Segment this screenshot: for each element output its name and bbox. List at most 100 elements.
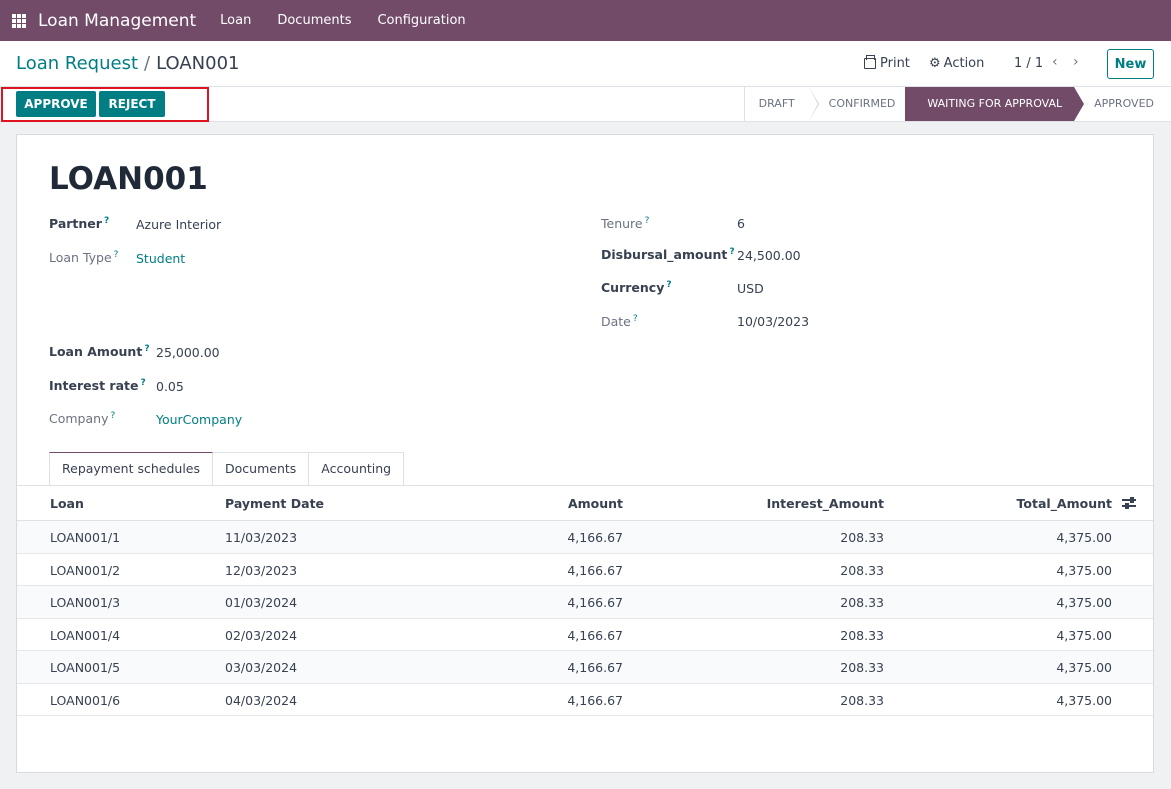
cell-total-amount: 4,375.00 (1056, 692, 1112, 708)
cell-amount: 4,166.67 (567, 692, 623, 708)
breadcrumb-parent[interactable]: Loan Request (16, 53, 139, 74)
currency-value[interactable]: USD (737, 281, 764, 296)
loan-amount-value[interactable]: 25,000.00 (156, 345, 220, 360)
stage-approved[interactable]: APPROVED (1094, 97, 1154, 110)
cell-interest-amount: 208.33 (840, 692, 884, 708)
company-label: Company? (49, 411, 116, 426)
cell-loan: LOAN001/5 (50, 660, 121, 675)
nav-item-loan[interactable]: Loan (220, 13, 252, 28)
cell-interest-amount: 208.33 (840, 530, 884, 545)
breadcrumb: Loan Request / LOAN001 (16, 53, 239, 74)
cell-total-amount: 4,375.00 (1056, 660, 1112, 675)
approve-button[interactable]: APPROVE (16, 91, 96, 117)
repayment-table: Loan Payment Date Amount Interest_Amount… (17, 486, 1153, 716)
cell-total-amount: 4,375.00 (1056, 530, 1112, 545)
cell-amount: 4,166.67 (567, 562, 623, 578)
cell-payment-date: 12/03/2023 (225, 562, 298, 578)
new-button[interactable]: New (1107, 49, 1154, 79)
cell-payment-date: 01/03/2024 (225, 595, 298, 610)
cell-amount: 4,166.67 (567, 627, 623, 643)
breadcrumb-separator: / (144, 53, 151, 74)
highlight-box (1, 87, 209, 122)
table-row[interactable]: LOAN001/3 01/03/2024 4,166.67 208.33 4,375.0… (17, 586, 1153, 619)
interest-rate-label: Interest rate? (49, 378, 146, 393)
help-icon[interactable]: ? (103, 216, 110, 226)
help-icon[interactable]: ? (644, 216, 650, 226)
printer-icon (864, 55, 876, 69)
cell-interest-amount: 208.33 (840, 660, 884, 675)
table-row[interactable]: LOAN001/2 12/03/2023 4,166.67 208.33 4,375.0… (17, 554, 1153, 586)
cell-payment-date: 02/03/2024 (225, 627, 298, 643)
chevron-left-icon[interactable]: ‹ (1052, 54, 1058, 70)
cell-loan: LOAN001/4 (50, 627, 121, 643)
print-label: Print (880, 56, 910, 71)
apps-grid-icon[interactable] (12, 13, 26, 28)
date-value[interactable]: 10/03/2023 (737, 314, 810, 329)
cell-payment-date: 11/03/2023 (225, 530, 298, 545)
pager-value[interactable]: 1 / 1 (1014, 56, 1044, 71)
chevron-right-icon[interactable]: › (1073, 54, 1079, 70)
table-row[interactable]: LOAN001/4 02/03/2024 4,166.67 208.33 4,375.0… (17, 619, 1153, 651)
cell-interest-amount: 208.33 (840, 627, 884, 643)
help-icon[interactable]: ? (110, 411, 116, 421)
partner-label: Partner? (49, 216, 110, 231)
stage-waiting-for-approval[interactable]: WAITING FOR APPROVAL (905, 87, 1084, 121)
cell-interest-amount: 208.33 (840, 595, 884, 610)
cell-loan: LOAN001/6 (50, 692, 121, 708)
stage-confirmed[interactable]: CONFIRMED (828, 97, 896, 110)
loan-type-label: Loan Type? (49, 250, 119, 265)
print-button[interactable]: Print (864, 55, 910, 71)
table-row[interactable]: LOAN001/5 03/03/2024 4,166.67 208.33 4,375.0… (17, 651, 1153, 684)
tab-divider (17, 485, 1153, 486)
cell-loan: LOAN001/1 (50, 530, 121, 545)
column-header-amount[interactable]: Amount (567, 496, 623, 511)
help-icon[interactable]: ? (140, 378, 146, 388)
cell-loan: LOAN001/2 (50, 562, 121, 578)
help-icon[interactable]: ? (144, 344, 150, 354)
table-body: LOAN001/1 11/03/2023 4,166.67 208.33 4,375.0… (17, 521, 1153, 716)
currency-label: Currency? (601, 280, 672, 295)
tenure-value[interactable]: 6 (737, 216, 745, 231)
loan-amount-label: Loan Amount? (49, 344, 150, 359)
table-row[interactable]: LOAN001/1 11/03/2023 4,166.67 208.33 4,375.0… (17, 521, 1153, 554)
stage-draft[interactable]: DRAFT (745, 87, 819, 121)
control-panel: Loan Request / LOAN001 Print ⚙ Action 1 … (0, 41, 1171, 87)
nav-item-documents[interactable]: Documents (277, 13, 352, 28)
date-label: Date? (601, 314, 638, 329)
interest-rate-value[interactable]: 0.05 (156, 379, 184, 394)
help-icon[interactable]: ? (729, 247, 735, 257)
record-name: LOAN001 (49, 161, 208, 197)
app-title[interactable]: Loan Management (38, 10, 197, 31)
cell-amount: 4,166.67 (567, 595, 623, 610)
table-row[interactable]: LOAN001/6 04/03/2024 4,166.67 208.33 4,375.0… (17, 684, 1153, 716)
company-value[interactable]: YourCompany (156, 412, 243, 427)
loan-type-value[interactable]: Student (136, 251, 186, 266)
cell-payment-date: 04/03/2024 (225, 692, 298, 708)
partner-value[interactable]: Azure Interior (136, 217, 222, 232)
cell-amount: 4,166.67 (567, 530, 623, 545)
stage-pipeline: DRAFT CONFIRMED WAITING FOR APPROVAL APP… (743, 87, 1171, 121)
column-header-payment-date[interactable]: Payment Date (225, 496, 325, 511)
help-icon[interactable]: ? (632, 314, 638, 324)
column-header-total-amount[interactable]: Total_Amount (1016, 496, 1112, 511)
tab-repayment-schedules[interactable]: Repayment schedules (49, 452, 214, 486)
cell-total-amount: 4,375.00 (1056, 595, 1112, 610)
reject-button[interactable]: REJECT (99, 91, 165, 117)
help-icon[interactable]: ? (113, 250, 119, 260)
form-sheet: LOAN001 Partner? Azure Interior Loan Typ… (16, 134, 1154, 773)
action-button[interactable]: ⚙ Action (929, 56, 984, 71)
disbursal-amount-value[interactable]: 24,500.00 (737, 248, 801, 263)
column-header-interest-amount[interactable]: Interest_Amount (766, 496, 884, 511)
column-settings-icon[interactable] (1122, 497, 1136, 509)
cell-loan: LOAN001/3 (50, 595, 121, 610)
nav-item-configuration[interactable]: Configuration (377, 13, 466, 28)
tab-documents[interactable]: Documents (213, 452, 310, 485)
action-label: Action (943, 56, 985, 71)
help-icon[interactable]: ? (666, 280, 672, 290)
tab-accounting[interactable]: Accounting (309, 452, 405, 485)
disbursal-amount-label: Disbursal_amount? (601, 247, 735, 262)
column-header-loan[interactable]: Loan (50, 496, 84, 511)
cell-total-amount: 4,375.00 (1056, 562, 1112, 578)
notebook-tabs: Repayment schedules Documents Accounting (49, 452, 405, 486)
table-header: Loan Payment Date Amount Interest_Amount… (17, 486, 1153, 521)
